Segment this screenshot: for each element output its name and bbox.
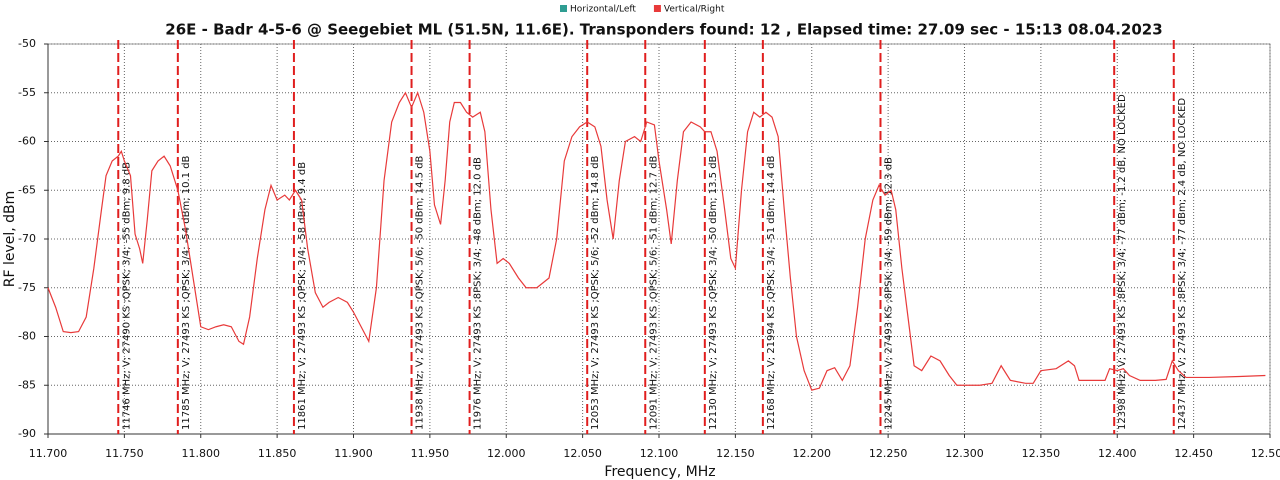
y-tick-label: -85 bbox=[18, 378, 36, 391]
transponder-label: 12168 MHz; V; 21994 KS ;QPSK; 3/4; -51 d… bbox=[766, 155, 777, 430]
transponder-label: 11938 MHz; V; 27493 KS ;QPSK; 5/6; -50 d… bbox=[415, 155, 426, 430]
transponder-label: 12130 MHz; V; 27493 KS ;QPSK; 3/4; -50 d… bbox=[708, 155, 719, 430]
x-tick-label: 12.200 bbox=[793, 447, 832, 460]
transponder-label: 11861 MHz; V; 27493 KS ;QPSK; 3/4; -58 d… bbox=[297, 162, 308, 430]
transponder-label: 12245 MHz; V; 27493 KS ;8PSK; 3/4; -59 d… bbox=[883, 157, 894, 430]
x-tick-label: 12.300 bbox=[945, 447, 984, 460]
y-tick-label: -60 bbox=[18, 135, 36, 148]
transponder-label: 11785 MHz; V; 27493 KS ;QPSK; 3/4; -54 d… bbox=[181, 155, 192, 430]
transponder-label: 11976 MHz; V; 27493 KS ;8PSK; 3/4; -48 d… bbox=[473, 157, 484, 430]
y-tick-label: -55 bbox=[18, 86, 36, 99]
x-tick-label: 12.450 bbox=[1174, 447, 1213, 460]
y-tick-label: -65 bbox=[18, 183, 36, 196]
x-tick-label: 12.150 bbox=[716, 447, 755, 460]
x-tick-label: 11.700 bbox=[29, 447, 68, 460]
y-tick-label: -90 bbox=[18, 427, 36, 440]
transponder-label: 11746 MHz; V; 27490 KS ;QPSK; 3/4; -55 d… bbox=[121, 162, 132, 430]
x-tick-label: 12.000 bbox=[487, 447, 526, 460]
transponder-label: 12437 MHz; V; 27493 KS ;8PSK; 3/4; -77 d… bbox=[1177, 98, 1188, 430]
legend-label: Horizontal/Left bbox=[570, 5, 636, 15]
x-tick-label: 11.950 bbox=[411, 447, 450, 460]
y-axis-label: RF level, dBm bbox=[2, 191, 18, 288]
spectrum-line bbox=[47, 91, 1266, 391]
x-tick-label: 12.050 bbox=[563, 447, 602, 460]
x-tick-label: 12.350 bbox=[1022, 447, 1061, 460]
x-tick-label: 11.850 bbox=[258, 447, 297, 460]
y-tick-label: -75 bbox=[18, 281, 36, 294]
transponder-label: 12091 MHz; V; 27493 KS ;QPSK; 5/6; -51 d… bbox=[648, 155, 659, 430]
y-tick-label: -70 bbox=[18, 232, 36, 245]
transponder-label: 12398 MHz; V; 27493 KS ;8PSK; 3/4; -77 d… bbox=[1117, 94, 1128, 430]
legend-label: Vertical/Right bbox=[664, 5, 725, 15]
x-tick-label: 12.400 bbox=[1098, 447, 1137, 460]
y-tick-label: -50 bbox=[18, 37, 36, 50]
legend-swatch bbox=[653, 5, 661, 12]
x-tick-label: 11.750 bbox=[105, 447, 144, 460]
x-tick-label: 12.100 bbox=[640, 447, 679, 460]
y-tick-label: -80 bbox=[18, 330, 36, 343]
chart-title: 26E - Badr 4-5-6 @ Seegebiet ML (51.5N, … bbox=[165, 21, 1162, 39]
x-tick-label: 12.500 bbox=[1251, 447, 1280, 460]
x-tick-label: 11.800 bbox=[182, 447, 221, 460]
x-tick-label: 11.900 bbox=[334, 447, 373, 460]
x-tick-label: 12.250 bbox=[869, 447, 908, 460]
transponder-label: 12053 MHz; V; 27493 KS ;QPSK; 5/6; -52 d… bbox=[590, 155, 601, 430]
x-axis-label: Frequency, MHz bbox=[604, 464, 715, 480]
legend-swatch bbox=[560, 5, 567, 12]
